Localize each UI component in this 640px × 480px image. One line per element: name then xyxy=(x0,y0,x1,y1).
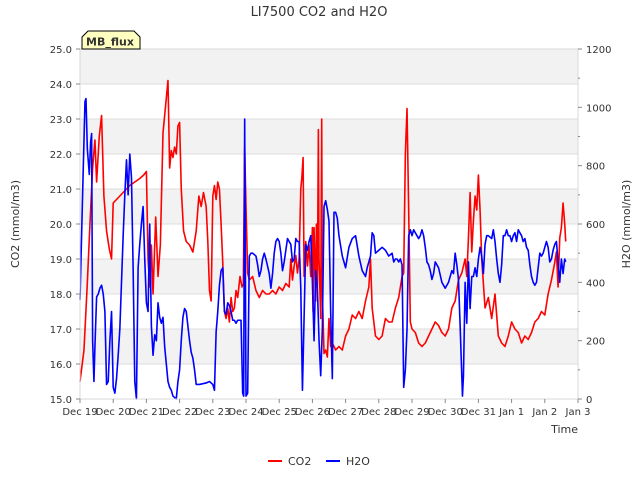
y-left-tick-label: 15.0 xyxy=(50,395,72,406)
x-tick-label: Dec 22 xyxy=(162,407,197,418)
grid-band xyxy=(80,119,578,154)
y-left-tick-label: 23.0 xyxy=(50,115,72,126)
x-axis-label: Time xyxy=(550,423,578,436)
y-left-tick-label: 20.0 xyxy=(50,220,72,231)
y-left-tick-label: 25.0 xyxy=(50,45,72,56)
y-left-tick-label: 17.0 xyxy=(50,325,72,336)
y-right-tick-label: 800 xyxy=(586,162,605,173)
x-tick-label: Dec 21 xyxy=(129,407,164,418)
y-left-tick-label: 19.0 xyxy=(50,255,72,266)
x-tick-label: Jan 1 xyxy=(498,407,524,418)
badge-label: MB_flux xyxy=(86,36,134,49)
chart-title: LI7500 CO2 and H2O xyxy=(251,5,388,20)
y-right-tick-label: 400 xyxy=(586,278,605,289)
legend: CO2 H2O xyxy=(268,455,370,468)
x-tick-label: Dec 20 xyxy=(96,407,131,418)
y-right-tick-label: 1000 xyxy=(586,103,611,114)
series-line-h2o xyxy=(79,97,567,400)
x-tick-label: Dec 25 xyxy=(262,407,297,418)
badge-shape xyxy=(81,30,141,50)
grid-band xyxy=(80,84,578,119)
x-tick-label: Jan 3 xyxy=(565,407,591,418)
y-axis-right: 0 200 400 600 800 1000 1200 xyxy=(578,45,611,406)
series-layer xyxy=(79,79,567,400)
y-axis-left-label: CO2 (mmol/m3) xyxy=(9,180,22,268)
grid-band xyxy=(80,154,578,189)
x-tick-label: Dec 24 xyxy=(228,407,263,418)
grid-band xyxy=(80,259,578,294)
x-tick-label: Dec 29 xyxy=(394,407,429,418)
x-tick-label: Dec 31 xyxy=(461,407,496,418)
legend-label-h2o: H2O xyxy=(346,455,370,468)
y-left-tick-label: 24.0 xyxy=(50,80,72,91)
y-right-tick-label: 0 xyxy=(586,395,592,406)
grid-band xyxy=(80,364,578,399)
y-axis-left: 15.0 16.0 17.0 18.0 19.0 20.0 21.0 22.0 23.0 24.0… xyxy=(50,45,80,406)
y-left-tick-label: 16.0 xyxy=(50,360,72,371)
legend-label-co2: CO2 xyxy=(288,455,311,468)
x-tick-label: Dec 19 xyxy=(62,407,97,418)
x-tick-label: Dec 23 xyxy=(195,407,230,418)
y-right-tick-label: 200 xyxy=(586,337,605,348)
x-tick-label: Dec 28 xyxy=(361,407,396,418)
x-tick-label: Dec 27 xyxy=(328,407,363,418)
x-tick-label: Dec 26 xyxy=(295,407,330,418)
y-axis-right-label: H2O (mmol/m3) xyxy=(620,180,633,269)
series-line-co2 xyxy=(79,79,567,382)
x-tick-label: Jan 2 xyxy=(531,407,557,418)
mb-flux-badge: MB_flux xyxy=(81,30,141,50)
y-right-tick-label: 1200 xyxy=(586,45,611,56)
grid-band xyxy=(80,49,578,84)
y-right-tick-label: 600 xyxy=(586,220,605,231)
x-tick-label: Dec 30 xyxy=(428,407,463,418)
y-left-tick-label: 21.0 xyxy=(50,185,72,196)
y-left-tick-label: 22.0 xyxy=(50,150,72,161)
y-left-tick-label: 18.0 xyxy=(50,290,72,301)
